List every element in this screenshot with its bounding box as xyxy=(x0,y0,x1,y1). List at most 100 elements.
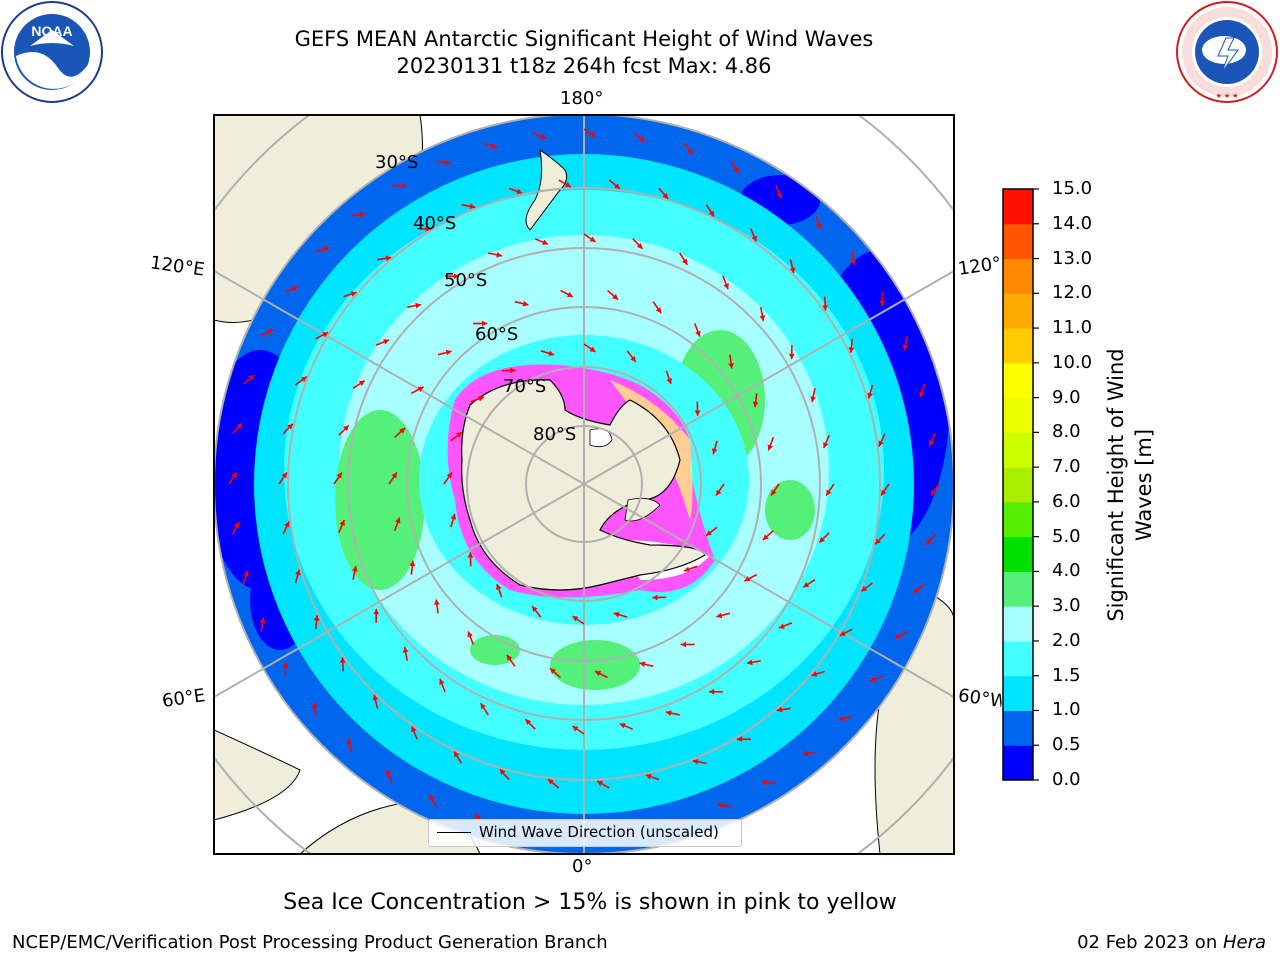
wave-arrow-head xyxy=(867,392,873,399)
nws-logo: ★ ★ ★ xyxy=(1176,1,1278,103)
wave-arrow-head xyxy=(789,267,796,274)
wave-arrow-head xyxy=(248,375,255,381)
wave-arrow-head xyxy=(931,489,937,496)
wave-arrow-head xyxy=(425,225,432,232)
noaa-logo-text: NOAA xyxy=(31,23,72,39)
wave-arrow-head xyxy=(776,706,783,713)
wave-arrow-head xyxy=(652,594,658,601)
wave-arrow-head xyxy=(469,203,476,210)
wave-arrow-head xyxy=(386,769,392,776)
wave-arrow-head xyxy=(925,539,932,545)
wave-arrow-head xyxy=(589,236,596,242)
wave-arrow-head xyxy=(496,584,502,591)
wave-arrow-head xyxy=(811,671,818,677)
wave-arrow-head xyxy=(467,552,474,558)
wave-arrow-head xyxy=(343,425,349,432)
wave-direction-arrows xyxy=(228,128,940,840)
colorbar-tick-label: 3.0 xyxy=(1052,595,1081,617)
wave-arrow-head xyxy=(716,612,723,619)
wave-arrow-head xyxy=(788,353,795,360)
colorbar-tick-label: 9.0 xyxy=(1052,386,1081,408)
wave-arrow-head xyxy=(359,211,366,218)
legend-label: Wind Wave Direction (unscaled) xyxy=(479,823,719,841)
wave-arrow-head xyxy=(881,489,887,496)
wave-arrow-head xyxy=(475,813,481,820)
wave-arrow-head xyxy=(391,472,397,479)
colorbar-tick-label: 5.0 xyxy=(1052,525,1081,547)
lat-label-80s: 80°S xyxy=(533,424,577,445)
colorbar-tick-label: 11.0 xyxy=(1052,317,1093,339)
wave-arrow-head xyxy=(694,410,701,416)
wave-arrow-head xyxy=(687,148,693,155)
wave-arrow-head xyxy=(506,654,513,661)
wave-arrow-head xyxy=(612,294,619,300)
wave-arrow-head xyxy=(236,423,243,429)
map-title: GEFS MEAN Antarctic Significant Height o… xyxy=(294,27,874,51)
wave-arrow-head xyxy=(450,513,457,520)
lat-label-40s: 40°S xyxy=(413,213,457,234)
wave-arrow-head xyxy=(717,802,724,809)
colorbar-tick-label: 4.0 xyxy=(1052,560,1081,582)
wave-arrow-head xyxy=(778,623,785,629)
wave-arrow-head xyxy=(894,633,901,639)
footer-machine: Hera xyxy=(1222,932,1266,953)
colorbar-title: Significant Height of Wind Waves [m] xyxy=(1104,348,1156,622)
wave-arrow-head xyxy=(399,428,406,434)
wave-arrow-head xyxy=(267,329,274,335)
wave-arrow-head xyxy=(313,615,320,621)
wave-arrow-head xyxy=(613,611,620,618)
wave-arrow-head xyxy=(776,192,782,199)
wave-arrow-head xyxy=(446,472,452,479)
wave-arrow-head xyxy=(415,302,421,309)
wave-arrow-head xyxy=(861,585,868,592)
wave-arrow-head xyxy=(869,676,876,682)
colorbar-tick-label: 13.0 xyxy=(1052,247,1093,269)
wave-arrow-head xyxy=(287,423,293,430)
wave-arrow-head xyxy=(233,521,240,528)
wave-arrow-head xyxy=(662,192,669,199)
wave-arrow-head xyxy=(708,688,715,695)
wave-arrow-head xyxy=(400,182,407,189)
wave-arrow-head xyxy=(496,252,503,258)
wave-arrow-head xyxy=(759,315,766,321)
wave-arrow-head xyxy=(346,738,353,745)
colorbar-segment xyxy=(1003,258,1033,294)
wave-arrow-head xyxy=(373,608,380,615)
wave-arrow-head xyxy=(771,489,777,496)
colorbar-segment xyxy=(1003,293,1033,329)
wave-arrow-head xyxy=(619,723,626,729)
footer-date-text: 02 Feb 2023 on xyxy=(1077,932,1223,953)
lat-label-70s: 70°S xyxy=(503,376,547,397)
colorbar-segment xyxy=(1003,640,1033,677)
map-frame xyxy=(213,114,955,855)
lat-label-60s: 60°S xyxy=(475,324,519,345)
colorbar-tick-label: 15.0 xyxy=(1052,178,1093,199)
colorbar-segment xyxy=(1003,328,1033,364)
wave-arrow-head xyxy=(481,320,488,327)
lat-label-50s: 50°S xyxy=(444,270,488,291)
wave-arrow-head xyxy=(595,670,602,677)
colorbar-tick-label: 1.0 xyxy=(1052,699,1081,721)
colorbar-tick-label: 14.0 xyxy=(1052,212,1093,234)
wave-arrow-head xyxy=(499,769,506,776)
wave-arrow-head xyxy=(395,517,401,524)
wave-arrow-head xyxy=(434,599,440,606)
wave-arrow-head xyxy=(850,259,857,266)
wave-arrow-head xyxy=(639,136,645,143)
wave-arrow-head xyxy=(761,779,768,786)
colorbar-tick-label: 0.0 xyxy=(1052,769,1081,790)
colorbar-tick-label: 8.0 xyxy=(1052,421,1081,443)
wave-arrow-head xyxy=(692,758,699,765)
wave-arrow-head xyxy=(429,794,435,801)
wave-arrow-head xyxy=(826,489,832,496)
colorbar-tick-label: 7.0 xyxy=(1052,456,1081,478)
colorbar-segment xyxy=(1003,432,1033,468)
wave-arrow-head xyxy=(822,305,829,311)
wave-arrow-head xyxy=(323,246,330,253)
wave-arrow-head xyxy=(711,448,718,455)
wave-arrow-head xyxy=(878,440,884,447)
colorbar-segment xyxy=(1003,362,1033,399)
colorbar-segment xyxy=(1003,675,1033,711)
wave-arrow-head xyxy=(838,715,845,722)
